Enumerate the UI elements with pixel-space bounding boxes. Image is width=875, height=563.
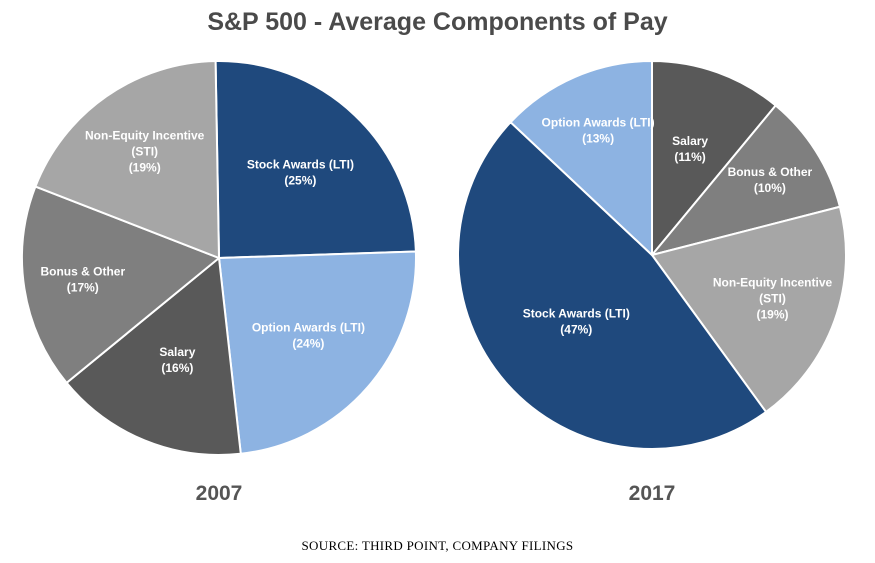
slice-label-line: (25%)	[284, 173, 316, 187]
slice-label-line: (19%)	[129, 160, 161, 174]
chart-page: S&P 500 - Average Components of Pay Stoc…	[0, 0, 875, 563]
slice-label-line: Salary	[672, 134, 708, 148]
slice-label-line: Stock Awards (LTI)	[523, 307, 630, 321]
slice-label-line: (24%)	[292, 336, 324, 350]
pie-2007: Stock Awards (LTI) (25%) Option Awards (LT…	[22, 61, 416, 505]
pie-2017: Salary (11%) Bonus & Other (10%) Non-Equity …	[458, 61, 846, 505]
slice-label-line: (47%)	[560, 323, 592, 337]
slice-label-line: Bonus & Other	[728, 165, 813, 179]
slice-label-line: Stock Awards (LTI)	[247, 157, 354, 171]
slice-label-line: Non-Equity Incentive	[713, 275, 833, 289]
slice-label-line: (17%)	[67, 281, 99, 295]
slice-label-line: Option Awards (LTI)	[252, 320, 365, 334]
slice-label-line: Option Awards (LTI)	[542, 115, 655, 129]
pie-charts: Stock Awards (LTI) (25%) Option Awards (LT…	[0, 0, 875, 563]
slice-label-line: Bonus & Other	[40, 265, 125, 279]
year-label-2017: 2017	[629, 482, 676, 505]
year-label-2007: 2007	[196, 482, 243, 505]
slice-label-line: (STI)	[131, 144, 158, 158]
slice-label-line: (13%)	[582, 131, 614, 145]
slice-label-line: (16%)	[161, 361, 193, 375]
slice-label-line: Non-Equity Incentive	[85, 128, 205, 142]
slice-label-line: (11%)	[674, 150, 705, 164]
slice-label-line: (19%)	[756, 307, 788, 321]
source-note: SOURCE: THIRD POINT, COMPANY FILINGS	[0, 538, 875, 554]
slice-label-line: Salary	[159, 345, 195, 359]
slice-2007-option-awards-lti	[219, 252, 416, 454]
slice-label-line: (STI)	[759, 291, 786, 305]
slice-label-line: (10%)	[754, 181, 786, 195]
